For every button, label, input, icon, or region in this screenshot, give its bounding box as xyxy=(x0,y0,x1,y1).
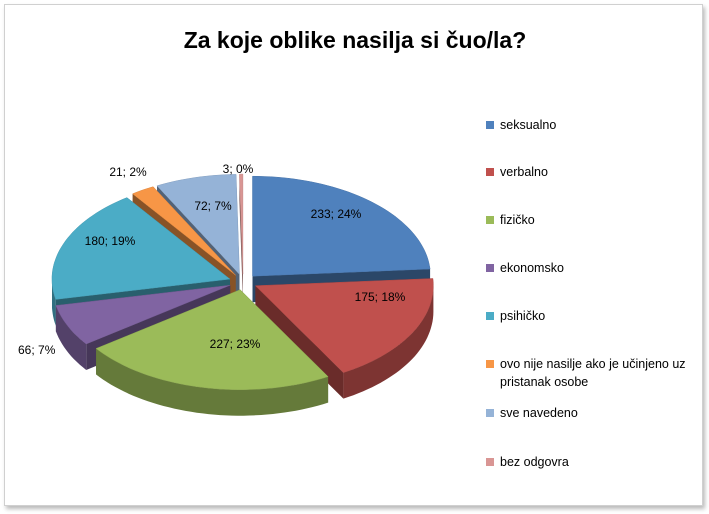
slice-wall xyxy=(52,279,56,326)
slice-wall xyxy=(55,305,87,370)
data-label: 72; 7% xyxy=(194,199,232,213)
chart-title: Za koje oblike nasilja si čuo/la? xyxy=(184,27,527,53)
legend-label: psihičko xyxy=(500,309,546,323)
slice-wall xyxy=(343,285,434,399)
legend-swatch xyxy=(486,409,494,417)
data-label: 3; 0% xyxy=(223,162,254,176)
slice xyxy=(51,197,231,300)
legend-swatch xyxy=(486,168,494,176)
legend-item: psihičko xyxy=(486,307,700,325)
data-label: 175; 18% xyxy=(355,290,406,304)
legend-swatch xyxy=(486,312,494,320)
slice xyxy=(55,284,231,345)
legend-swatch xyxy=(486,121,494,129)
data-label: 180; 19% xyxy=(85,234,136,248)
legend-item: sve navedeno xyxy=(486,404,700,422)
legend-label: fizičko xyxy=(500,213,535,227)
legend-item: bez odgovra xyxy=(486,453,700,471)
legend-item: ekonomsko xyxy=(486,259,700,277)
data-label: 66; 7% xyxy=(18,343,56,357)
data-label: 21; 2% xyxy=(109,165,147,179)
legend-swatch xyxy=(486,360,494,368)
legend-label: sve navedeno xyxy=(500,406,578,420)
slice xyxy=(95,289,329,390)
legend-item: ovo nije nasilje ako je učinjeno uz pris… xyxy=(486,355,700,391)
legend-label: seksualno xyxy=(500,118,557,132)
legend-swatch xyxy=(486,264,494,272)
legend-swatch xyxy=(486,458,494,466)
slice xyxy=(254,278,434,373)
legend-label: ekonomsko xyxy=(500,261,564,275)
slice xyxy=(132,186,236,276)
legend-item: fizičko xyxy=(486,211,700,229)
data-label: 233; 24% xyxy=(311,207,362,221)
slice xyxy=(156,174,240,276)
legend-item: verbalno xyxy=(486,163,700,181)
slice xyxy=(239,173,244,275)
legend-item: seksualno xyxy=(486,116,700,134)
legend-label: verbalno xyxy=(500,165,548,179)
legend-swatch xyxy=(486,216,494,224)
data-label: 227; 23% xyxy=(210,337,261,351)
slice-wall xyxy=(96,348,329,416)
legend-label: bez odgovra xyxy=(500,455,569,469)
slice xyxy=(252,175,431,277)
legend-label: ovo nije nasilje ako je učinjeno uz pris… xyxy=(500,357,686,389)
